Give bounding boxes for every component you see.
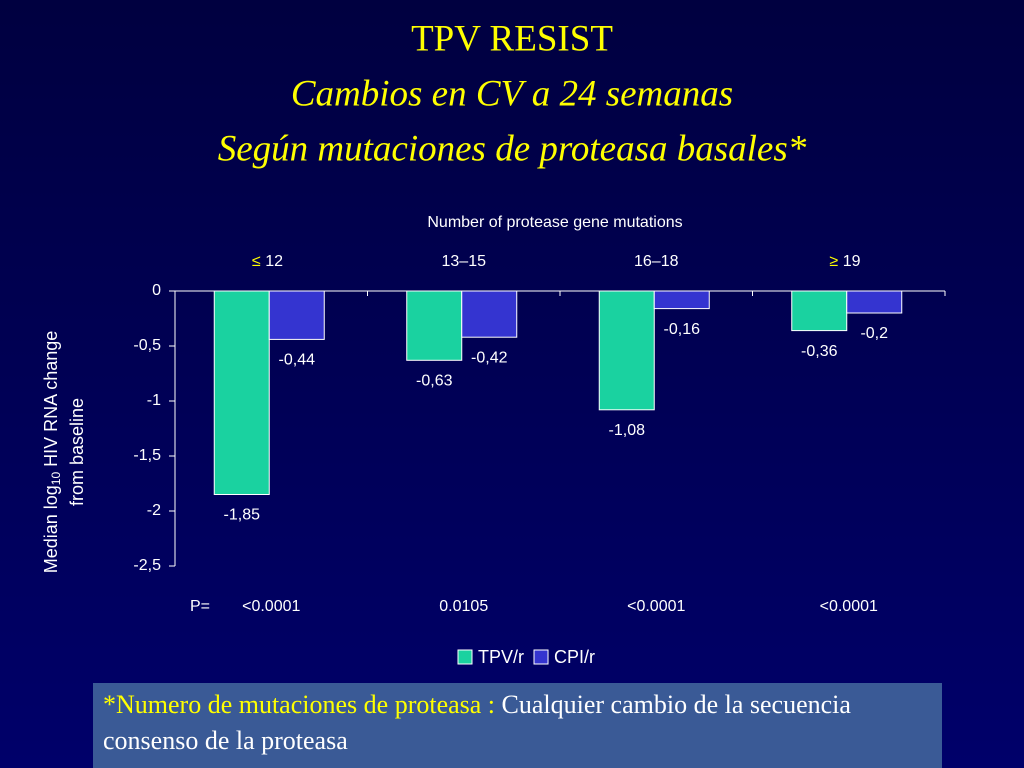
value-label: -0,2 bbox=[860, 325, 888, 342]
y-title-part: Median log bbox=[41, 485, 61, 573]
value-label: -1,08 bbox=[609, 422, 646, 439]
footnote: *Numero de mutaciones de proteasa : Cual… bbox=[93, 683, 942, 768]
legend-swatch bbox=[457, 649, 473, 665]
bar bbox=[406, 290, 463, 361]
footnote-highlight: *Numero de mutaciones de proteasa : bbox=[103, 690, 496, 719]
bar bbox=[213, 290, 270, 495]
category-prefix: ≤ bbox=[252, 253, 261, 270]
bar bbox=[461, 290, 518, 338]
category-label: 13–15 bbox=[442, 253, 487, 270]
value-label: -0,44 bbox=[279, 352, 316, 369]
y-title-sub: 10 bbox=[49, 472, 63, 486]
chart: TPV RESIST Cambios en CV a 24 semanas Se… bbox=[41, 18, 903, 667]
x-title: Number of protease gene mutations bbox=[427, 214, 682, 231]
value-label: -1,85 bbox=[224, 507, 261, 524]
value-label: -0,42 bbox=[471, 349, 508, 366]
value-label: -0,36 bbox=[801, 343, 838, 360]
y-title: from baseline bbox=[67, 398, 87, 506]
subtitle: Según mutaciones de proteasa basales* bbox=[218, 128, 807, 169]
y-tick-label: -1,5 bbox=[133, 447, 161, 464]
p-value: <0.0001 bbox=[627, 598, 685, 615]
p-value: <0.0001 bbox=[820, 598, 878, 615]
y-tick-label: -1 bbox=[147, 392, 161, 409]
value-label: -0,63 bbox=[416, 373, 453, 390]
bar bbox=[846, 290, 903, 314]
y-title-part: HIV RNA change bbox=[41, 331, 61, 472]
bar bbox=[653, 290, 710, 310]
category-label: 19 bbox=[843, 253, 861, 270]
legend-swatch bbox=[533, 649, 549, 665]
legend-label: TPV/r bbox=[478, 647, 524, 667]
p-label: P= bbox=[190, 598, 210, 615]
y-tick-label: -0,5 bbox=[133, 337, 161, 354]
title: TPV RESIST bbox=[411, 18, 613, 59]
bar bbox=[598, 290, 655, 411]
footnote-text: Cualquier cambio de la secuencia consens… bbox=[103, 690, 851, 755]
y-tick-label: 0 bbox=[152, 282, 161, 299]
category-prefix: ≥ bbox=[829, 253, 838, 270]
value-label: -0,16 bbox=[664, 321, 701, 338]
y-tick-label: -2,5 bbox=[133, 557, 161, 574]
y-title: Median log10 HIV RNA change bbox=[41, 331, 63, 574]
category-label: 16–18 bbox=[634, 253, 679, 270]
legend-label: CPI/r bbox=[554, 647, 595, 667]
p-value: <0.0001 bbox=[242, 598, 300, 615]
bar bbox=[268, 290, 325, 340]
category-label: 12 bbox=[265, 253, 283, 270]
subtitle: Cambios en CV a 24 semanas bbox=[291, 73, 733, 114]
p-value: 0.0105 bbox=[439, 598, 488, 615]
bar bbox=[791, 290, 848, 332]
y-tick-label: -2 bbox=[147, 502, 161, 519]
